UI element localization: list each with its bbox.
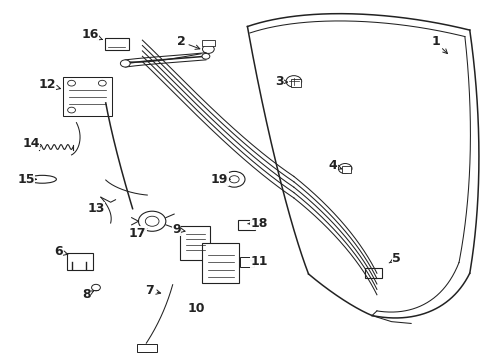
Text: 16: 16 xyxy=(81,28,102,41)
FancyBboxPatch shape xyxy=(180,226,210,260)
Text: 15: 15 xyxy=(17,173,36,186)
FancyBboxPatch shape xyxy=(105,38,129,50)
Text: 9: 9 xyxy=(172,223,185,236)
Text: 2: 2 xyxy=(177,35,200,49)
Text: 5: 5 xyxy=(389,252,401,265)
Circle shape xyxy=(202,53,210,59)
Text: 7: 7 xyxy=(146,284,161,297)
Circle shape xyxy=(121,60,130,67)
Text: 13: 13 xyxy=(87,202,105,215)
Text: 11: 11 xyxy=(250,255,269,268)
FancyBboxPatch shape xyxy=(67,253,93,270)
FancyBboxPatch shape xyxy=(238,220,255,230)
Text: 3: 3 xyxy=(275,75,288,88)
Ellipse shape xyxy=(28,175,56,183)
Text: 14: 14 xyxy=(22,137,40,150)
FancyBboxPatch shape xyxy=(137,343,157,352)
Text: 8: 8 xyxy=(82,288,94,301)
Circle shape xyxy=(286,76,302,87)
FancyBboxPatch shape xyxy=(63,77,112,116)
Circle shape xyxy=(98,80,106,86)
FancyBboxPatch shape xyxy=(292,79,301,87)
FancyBboxPatch shape xyxy=(365,268,382,278)
Circle shape xyxy=(202,45,214,53)
Text: 4: 4 xyxy=(329,159,342,172)
Text: 6: 6 xyxy=(54,245,68,258)
Circle shape xyxy=(92,284,100,291)
Circle shape xyxy=(139,211,166,231)
FancyBboxPatch shape xyxy=(201,40,215,46)
Circle shape xyxy=(223,171,245,187)
Circle shape xyxy=(68,80,75,86)
FancyBboxPatch shape xyxy=(202,243,239,283)
Circle shape xyxy=(229,176,239,183)
Circle shape xyxy=(338,163,352,174)
Text: 17: 17 xyxy=(129,226,147,239)
Text: 19: 19 xyxy=(211,173,230,186)
Circle shape xyxy=(24,175,34,183)
Text: 18: 18 xyxy=(247,216,269,230)
FancyBboxPatch shape xyxy=(342,166,351,173)
Text: 10: 10 xyxy=(187,301,205,315)
Text: 1: 1 xyxy=(431,35,447,54)
FancyBboxPatch shape xyxy=(240,257,254,267)
Text: 12: 12 xyxy=(38,78,60,91)
Circle shape xyxy=(146,216,159,226)
Circle shape xyxy=(68,107,75,113)
